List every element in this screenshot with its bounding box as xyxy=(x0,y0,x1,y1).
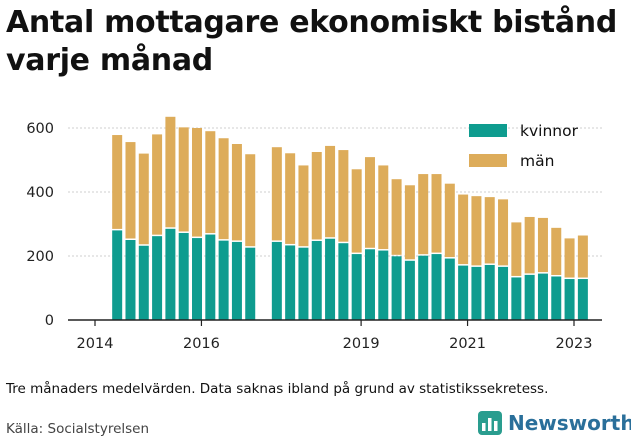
bar-man xyxy=(404,185,415,260)
bar-kvinnor xyxy=(165,228,176,320)
bar-kvinnor xyxy=(192,238,203,320)
bar-man xyxy=(311,152,322,240)
x-tick-label: 2014 xyxy=(77,336,114,352)
x-tick-label: 2021 xyxy=(449,336,486,352)
bar-kvinnor xyxy=(298,247,309,320)
bar-man xyxy=(351,169,362,253)
bar-kvinnor xyxy=(285,245,296,320)
bar-man xyxy=(152,134,163,235)
bar-kvinnor xyxy=(551,276,562,320)
legend: kvinnor män xyxy=(469,122,579,170)
bar-kvinnor xyxy=(245,247,256,320)
bar-man xyxy=(524,216,535,274)
bar-man xyxy=(471,196,482,266)
bar-man xyxy=(378,165,389,250)
bar-man xyxy=(271,147,282,241)
bar-man xyxy=(165,116,176,228)
bar-man xyxy=(285,153,296,244)
legend-label: kvinnor xyxy=(520,122,579,140)
bar-kvinnor xyxy=(458,265,469,320)
chart-title: Antal mottagare ekonomiskt bistånd varje… xyxy=(6,5,618,79)
y-tick-label: 600 xyxy=(26,121,54,137)
bar-kvinnor xyxy=(205,234,216,320)
x-tick-label: 2019 xyxy=(343,336,380,352)
bar-man xyxy=(112,135,123,229)
bar-kvinnor xyxy=(178,232,189,320)
bar-kvinnor xyxy=(271,241,282,320)
bar-kvinnor xyxy=(498,266,509,320)
newsworthy-logo: Newsworthy xyxy=(478,410,631,436)
bar-man xyxy=(218,138,229,240)
bar-kvinnor xyxy=(231,241,242,320)
bar-man xyxy=(458,194,469,265)
bar-man xyxy=(498,199,509,266)
x-tick-label: 2016 xyxy=(183,336,220,352)
brand-name: Newsworthy xyxy=(508,411,631,435)
bar-man xyxy=(391,179,402,255)
x-tick-label: 2023 xyxy=(556,336,593,352)
bar-kvinnor xyxy=(112,230,123,320)
bar-kvinnor xyxy=(471,266,482,320)
bar-man xyxy=(564,238,575,278)
bar-kvinnor xyxy=(152,236,163,320)
source-note: Källa: Socialstyrelsen xyxy=(6,421,150,437)
bar-kvinnor xyxy=(511,277,522,320)
bar-kvinnor xyxy=(524,274,535,320)
bar-man xyxy=(431,174,442,253)
bar-man xyxy=(537,217,548,273)
bar-kvinnor xyxy=(431,254,442,320)
axes: 2014 2016 2019 2021 2023 xyxy=(68,319,602,352)
bar-man xyxy=(511,222,522,276)
bar-chart-icon xyxy=(478,411,502,435)
bar-kvinnor xyxy=(325,238,336,320)
legend-swatch xyxy=(469,154,507,167)
bars xyxy=(112,116,588,320)
bar-man xyxy=(125,142,136,239)
bar-man xyxy=(231,144,242,241)
bar-man xyxy=(364,157,375,248)
bar-kvinnor xyxy=(484,264,495,320)
bar-man xyxy=(418,174,429,255)
bar-kvinnor xyxy=(537,273,548,320)
legend-swatch xyxy=(469,124,507,137)
bar-kvinnor xyxy=(364,249,375,320)
bar-kvinnor xyxy=(218,240,229,320)
bar-man xyxy=(192,128,203,237)
bar-man xyxy=(484,197,495,264)
bar-kvinnor xyxy=(444,258,455,320)
bar-man xyxy=(138,153,149,245)
bar-kvinnor xyxy=(378,250,389,320)
bar-kvinnor xyxy=(564,279,575,320)
y-tick-label: 200 xyxy=(26,249,54,265)
bar-man xyxy=(325,145,336,238)
y-tick-label: 400 xyxy=(26,185,54,201)
bar-kvinnor xyxy=(391,256,402,320)
bar-kvinnor xyxy=(311,240,322,320)
bar-kvinnor xyxy=(338,243,349,320)
chart-caption: Tre månaders medelvärden. Data saknas ib… xyxy=(6,381,549,397)
legend-label: män xyxy=(520,152,554,170)
bar-man xyxy=(245,154,256,247)
bar-kvinnor xyxy=(125,240,136,320)
bar-man xyxy=(444,183,455,258)
bar-man xyxy=(577,235,588,278)
bar-kvinnor xyxy=(351,254,362,320)
bar-man xyxy=(298,165,309,247)
bar-kvinnor xyxy=(404,260,415,320)
y-tick-label: 0 xyxy=(45,313,54,329)
bar-kvinnor xyxy=(418,255,429,320)
bar-man xyxy=(551,227,562,275)
bar-kvinnor xyxy=(138,245,149,320)
bar-man xyxy=(205,131,216,234)
bar-man xyxy=(338,150,349,242)
bar-kvinnor xyxy=(577,279,588,320)
bar-man xyxy=(178,127,189,232)
